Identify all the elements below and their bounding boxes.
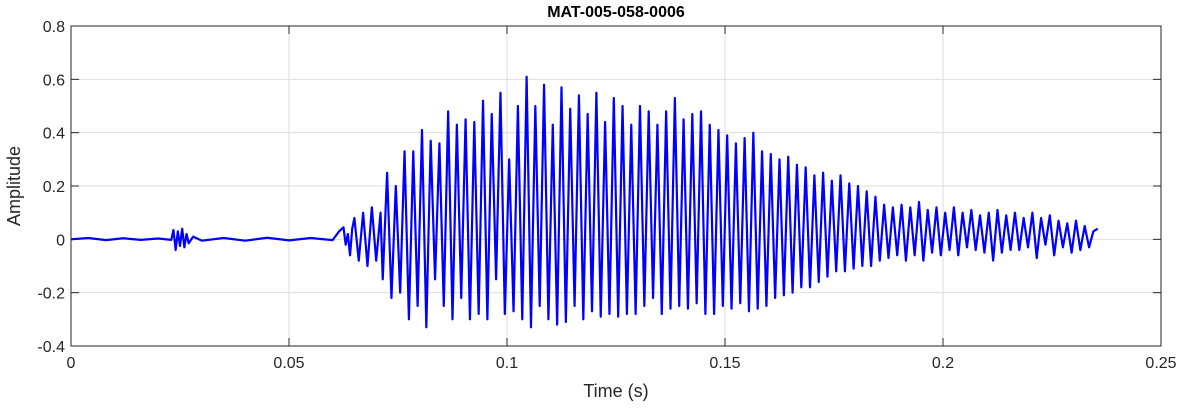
axis-ticks: 0 0.05 0.1 0.15 0.2 0.25 -0.4 -0.2 0 0.2 0.4 0.6 0.8 — [37, 19, 1176, 372]
y-axis-label: Amplitude — [4, 146, 24, 226]
x-tick-label: 0.25 — [1145, 355, 1176, 372]
x-axis-label: Time (s) — [583, 381, 648, 401]
x-tick-label: 0.1 — [496, 355, 518, 372]
series-layer — [70, 75, 1099, 329]
x-tick-label: 0 — [67, 355, 76, 372]
x-tick-label: 0.2 — [932, 355, 954, 372]
y-tick-label: 0.2 — [43, 179, 65, 196]
x-tick-label: 0.15 — [709, 355, 740, 372]
y-tick-label: -0.4 — [37, 339, 65, 356]
y-tick-label: 0 — [56, 232, 65, 249]
plot-frame — [70, 25, 1162, 347]
y-tick-label: 0.4 — [43, 126, 65, 143]
y-tick-label: 0.6 — [43, 72, 65, 89]
y-tick-label: -0.2 — [37, 286, 65, 303]
y-tick-label: 0.8 — [43, 19, 65, 36]
waveform-series-line — [70, 75, 1099, 329]
chart-title: MAT-005-058-0006 — [547, 4, 685, 21]
x-tick-label: 0.05 — [273, 355, 304, 372]
